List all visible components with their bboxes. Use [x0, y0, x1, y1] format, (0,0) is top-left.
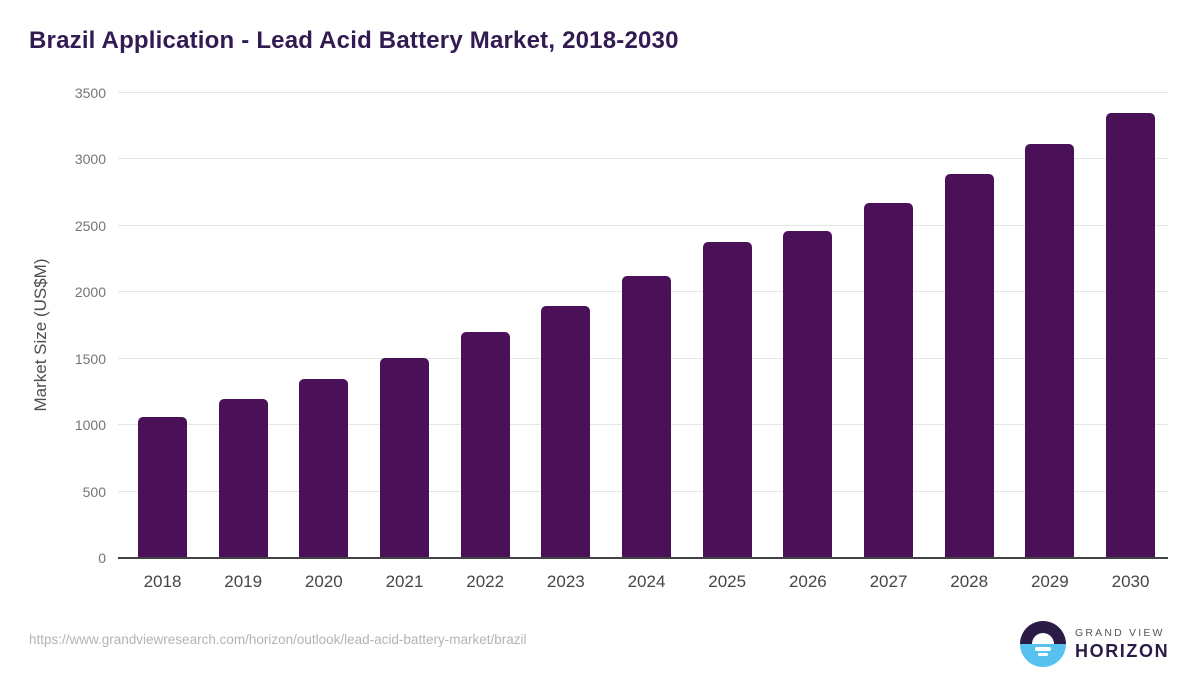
x-axis-line: [118, 557, 1168, 559]
bar-2023: [541, 306, 591, 558]
sun-dome-shape: [1032, 633, 1054, 644]
sun-reflection-bar-2: [1038, 653, 1048, 656]
x-tick-2025: 2025: [708, 572, 747, 591]
x-tick-2024: 2024: [627, 572, 666, 591]
y-tick-3000: 3000: [74, 151, 106, 168]
gridline-3500: [118, 92, 1168, 93]
x-tick-2028: 2028: [950, 572, 989, 591]
bar-2020: [299, 378, 349, 558]
gridline-3000: [118, 158, 1168, 160]
x-tick-2030: 2030: [1111, 572, 1150, 591]
y-tick-1500: 1500: [74, 350, 106, 367]
x-tick-2026: 2026: [788, 572, 827, 591]
bar-2030: [1106, 112, 1156, 558]
horizon-sun-icon: [1020, 621, 1066, 667]
y-tick-500: 500: [82, 483, 106, 500]
bar-2027: [864, 203, 914, 558]
grand-view-horizon-logo: GRAND VIEW HORIZON: [1020, 621, 1169, 667]
y-tick-2000: 2000: [74, 284, 106, 301]
logo-grand-view-label: GRAND VIEW: [1075, 626, 1165, 639]
bar-2022: [460, 332, 510, 558]
y-axis-title: Market Size (US$M): [31, 258, 50, 412]
x-tick-2023: 2023: [546, 572, 585, 591]
bar-2024: [622, 276, 672, 558]
x-tick-2021: 2021: [385, 572, 424, 591]
sun-reflection-bar-1: [1035, 647, 1051, 651]
x-tick-2019: 2019: [224, 572, 263, 591]
source-url: https://www.grandviewresearch.com/horizo…: [29, 632, 527, 647]
logo-horizon-label: HORIZON: [1075, 640, 1170, 661]
logo-text: GRAND VIEW HORIZON: [1075, 627, 1169, 662]
y-tick-3500: 3500: [74, 85, 106, 101]
bar-2019: [218, 399, 268, 558]
y-tick-0: 0: [98, 550, 106, 566]
bar-2025: [702, 241, 752, 558]
chart-title: Brazil Application - Lead Acid Battery M…: [29, 27, 679, 54]
x-tick-2018: 2018: [143, 572, 182, 591]
bar-2021: [380, 358, 429, 558]
gridline-2500: [118, 224, 1168, 226]
bar-2018: [138, 416, 187, 558]
plot-area: 0 500 1000 1500 2000 2500 3000 3500 2018 2019 202…: [75, 86, 1168, 591]
bar-2028: [944, 174, 994, 558]
x-tick-2029: 2029: [1030, 572, 1069, 591]
y-tick-2500: 2500: [74, 217, 106, 234]
bar-2026: [783, 230, 833, 558]
y-tick-1000: 1000: [74, 417, 106, 434]
x-tick-2020: 2020: [304, 572, 343, 591]
x-tick-2022: 2022: [466, 572, 505, 591]
bar-2029: [1025, 144, 1075, 558]
x-tick-2027: 2027: [869, 572, 908, 591]
